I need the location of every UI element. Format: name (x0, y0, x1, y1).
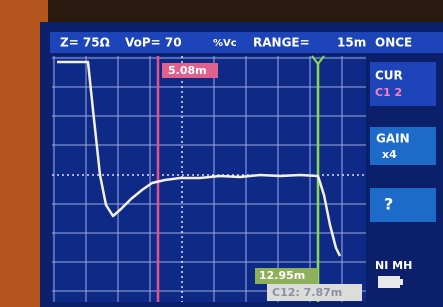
help-label: ? (384, 195, 393, 214)
cur-label: CUR (375, 69, 403, 83)
range-label: RANGE= (253, 36, 310, 50)
cursor-1-label: 5.08m (168, 64, 207, 77)
range-value: 15m (337, 36, 366, 50)
battery-label: NI MH (375, 259, 412, 272)
battery-tip (400, 279, 403, 285)
help-button[interactable] (370, 188, 436, 222)
battery-icon (378, 276, 400, 288)
impedance: Z= 75Ω (60, 36, 110, 50)
gain-label: GAIN (376, 132, 410, 146)
cursor-2-label: 12.95m (259, 269, 305, 282)
page: Z= 75Ω VoP= 70 %Vc RANGE= 15m ONCE 5.08m… (0, 0, 443, 307)
device-screen: Z= 75Ω VoP= 70 %Vc RANGE= 15m ONCE 5.08m… (0, 0, 443, 307)
mode[interactable]: ONCE (375, 36, 412, 50)
delta-label: C12: 7.87m (272, 286, 342, 299)
vop-unit: %Vc (213, 38, 237, 49)
cur-sub-label: C1 2 (375, 86, 402, 99)
gain-value: x4 (382, 148, 397, 161)
vop: VoP= 70 (125, 36, 182, 50)
